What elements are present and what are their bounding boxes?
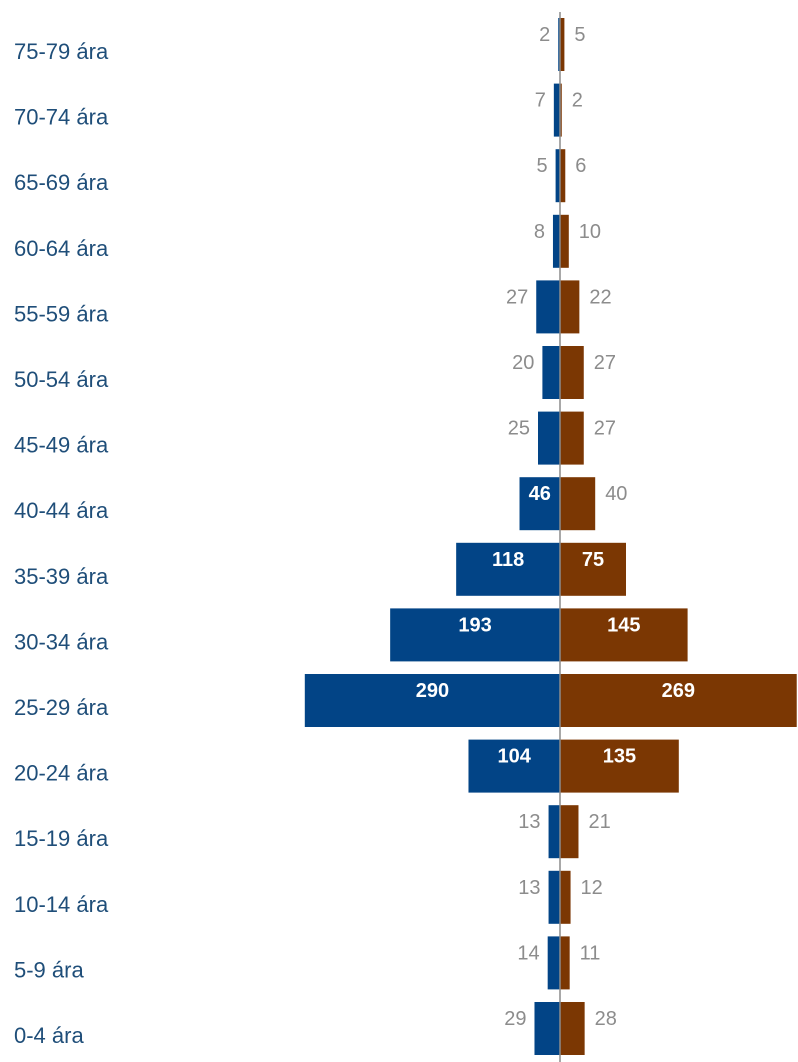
bar-right-20-24 xyxy=(560,739,679,793)
bar-left-15-19 xyxy=(548,805,560,859)
bar-right-30-34 xyxy=(560,608,688,662)
value-label-right-10-14: 12 xyxy=(581,877,603,899)
value-label-left-55-59: 27 xyxy=(506,286,528,308)
category-label-30-34: 30-34 ára xyxy=(14,629,109,654)
category-label-40-44: 40-44 ára xyxy=(14,498,109,523)
value-label-left-30-34: 193 xyxy=(458,614,491,636)
value-label-left-60-64: 8 xyxy=(534,221,545,243)
value-label-left-20-24: 104 xyxy=(498,746,532,768)
category-label-10-14: 10-14 ára xyxy=(14,892,109,917)
value-label-left-75-79: 2 xyxy=(539,24,550,46)
bar-left-10-14 xyxy=(548,870,560,924)
category-label-15-19: 15-19 ára xyxy=(14,826,109,851)
value-label-right-35-39: 75 xyxy=(582,549,604,571)
value-label-right-60-64: 10 xyxy=(579,221,601,243)
bar-right-5-9 xyxy=(560,936,570,990)
category-label-70-74: 70-74 ára xyxy=(14,105,109,130)
value-label-left-15-19: 13 xyxy=(518,811,540,833)
value-label-right-45-49: 27 xyxy=(594,418,616,440)
value-label-left-25-29: 290 xyxy=(416,680,449,702)
value-label-right-5-9: 11 xyxy=(580,942,601,964)
value-label-right-55-59: 22 xyxy=(589,286,611,308)
bar-left-70-74 xyxy=(553,83,560,137)
bars xyxy=(304,18,797,1055)
value-label-left-70-74: 7 xyxy=(535,90,546,112)
bar-right-25-29 xyxy=(560,674,797,727)
value-label-right-25-29: 269 xyxy=(662,680,695,702)
category-label-45-49: 45-49 ára xyxy=(14,433,109,458)
bar-right-40-44 xyxy=(560,477,596,531)
bar-left-60-64 xyxy=(552,214,560,268)
category-label-25-29: 25-29 ára xyxy=(14,695,109,720)
value-label-right-15-19: 21 xyxy=(588,811,610,833)
category-label-55-59: 55-59 ára xyxy=(14,301,109,326)
value-label-right-75-79: 5 xyxy=(574,24,585,46)
value-label-left-45-49: 25 xyxy=(508,418,530,440)
category-label-65-69: 65-69 ára xyxy=(14,170,109,195)
bar-left-30-34 xyxy=(390,608,560,662)
value-label-right-20-24: 135 xyxy=(603,746,636,768)
bar-left-55-59 xyxy=(536,280,560,334)
bar-left-35-39 xyxy=(456,542,560,596)
bar-left-5-9 xyxy=(547,936,560,990)
value-label-right-40-44: 40 xyxy=(605,483,627,505)
bar-right-70-74 xyxy=(560,83,562,137)
bar-right-75-79 xyxy=(560,18,565,71)
bar-left-45-49 xyxy=(538,411,560,465)
value-label-left-40-44: 46 xyxy=(529,483,551,505)
category-label-75-79: 75-79 ára xyxy=(14,39,109,64)
value-label-left-10-14: 13 xyxy=(518,877,540,899)
category-label-20-24: 20-24 ára xyxy=(14,761,109,786)
bar-right-0-4 xyxy=(560,1002,585,1055)
category-label-5-9: 5-9 ára xyxy=(14,957,84,982)
category-labels: 75-79 ára 70-74 ára 65-69 ára 60-64 ára 55-5… xyxy=(14,39,109,1048)
bar-right-55-59 xyxy=(560,280,580,334)
value-label-right-65-69: 6 xyxy=(575,155,586,177)
bar-left-65-69 xyxy=(555,149,560,203)
bar-left-20-24 xyxy=(468,739,560,793)
bar-right-50-54 xyxy=(560,346,584,399)
value-label-right-0-4: 28 xyxy=(595,1008,617,1030)
value-label-left-35-39: 118 xyxy=(492,549,524,571)
bar-right-45-49 xyxy=(560,411,584,465)
category-label-35-39: 35-39 ára xyxy=(14,564,109,589)
bar-right-15-19 xyxy=(560,805,579,859)
value-label-left-0-4: 29 xyxy=(504,1008,526,1030)
bar-right-60-64 xyxy=(560,214,569,268)
value-label-left-5-9: 14 xyxy=(517,942,539,964)
value-label-left-65-69: 5 xyxy=(536,155,547,177)
value-label-right-30-34: 145 xyxy=(607,614,640,636)
bar-left-50-54 xyxy=(542,346,560,399)
bar-left-0-4 xyxy=(534,1002,560,1055)
bar-left-25-29 xyxy=(304,674,560,727)
category-label-50-54: 50-54 ára xyxy=(14,367,109,392)
category-label-60-64: 60-64 ára xyxy=(14,236,109,261)
bar-right-35-39 xyxy=(560,542,626,596)
bar-left-40-44 xyxy=(519,477,560,531)
category-label-0-4: 0-4 ára xyxy=(14,1023,84,1048)
value-label-left-50-54: 20 xyxy=(512,352,534,374)
value-label-right-50-54: 27 xyxy=(594,352,616,374)
value-label-right-70-74: 2 xyxy=(572,90,583,112)
bar-left-75-79 xyxy=(558,18,560,71)
bar-right-65-69 xyxy=(560,149,566,203)
bar-right-10-14 xyxy=(560,870,571,924)
